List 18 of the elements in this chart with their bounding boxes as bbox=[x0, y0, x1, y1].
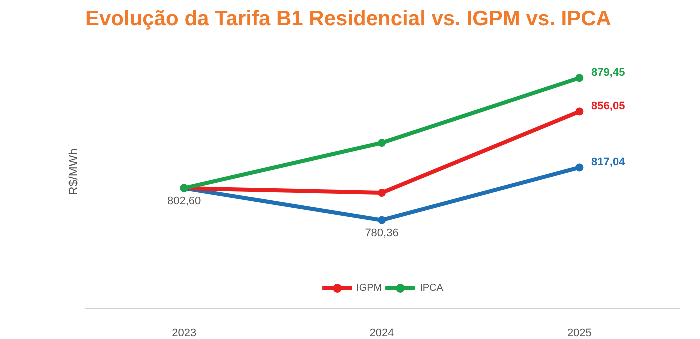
data-label: 817,04 bbox=[592, 156, 626, 169]
point bbox=[576, 74, 584, 82]
legend-label: IGPM bbox=[356, 282, 382, 294]
x-tick-label: 2025 bbox=[567, 328, 592, 339]
x-tick-label: 2024 bbox=[370, 328, 394, 339]
legend-label: IPCA bbox=[420, 282, 444, 294]
x-tick-label: 2023 bbox=[172, 328, 197, 339]
point bbox=[378, 216, 386, 224]
point bbox=[576, 108, 584, 116]
chart-title: Evolução da Tarifa B1 Residencial vs. IGPM vs. IPCA bbox=[86, 8, 612, 30]
point bbox=[378, 189, 386, 198]
point bbox=[378, 139, 386, 148]
data-label: 802,60 bbox=[168, 195, 202, 208]
point bbox=[576, 164, 584, 172]
y-axis-title: R$/MWh bbox=[66, 148, 80, 196]
data-label: 879,45 bbox=[592, 67, 626, 80]
data-label: 856,05 bbox=[592, 100, 626, 113]
data-label: 780,36 bbox=[365, 227, 399, 240]
